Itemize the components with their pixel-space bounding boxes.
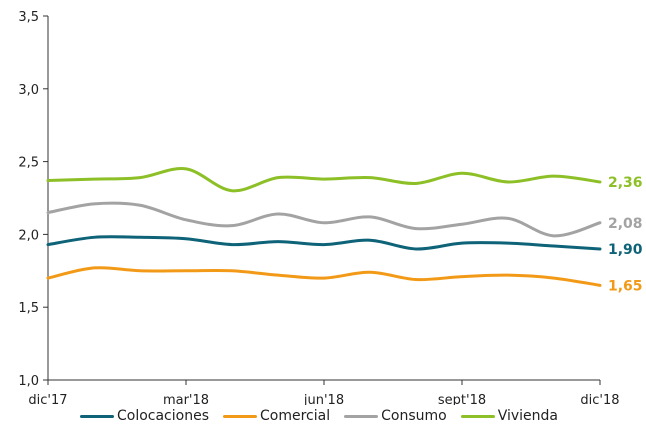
x-tick-label: jun'18 [303,393,344,405]
legend-swatch-vivienda [460,414,495,418]
series-line-vivienda [46,167,602,193]
end-label-consumo: 2,08 [608,216,643,232]
legend-item-comercial: Comercial [223,408,330,424]
legend-label-colocaciones: Colocaciones [116,408,209,424]
y-axis-ticks: 1,0 1,5 2,0 2,5 3,0 3,5 [18,10,48,389]
line-chart: 1,0 1,5 2,0 2,5 3,0 3,5 dic'17 mar'18 jun'18 sep… [18,10,643,405]
legend-swatch-comercial [223,414,257,418]
y-tick-label: 3,5 [18,10,39,25]
series-line-comercial [46,266,602,287]
end-label-vivienda: 2,36 [608,175,643,191]
legend-item-vivienda: Vivienda [460,408,558,424]
legend-swatch-colocaciones [79,414,114,418]
legend-item-consumo: Consumo [344,408,447,424]
x-tick-label: dic'17 [28,393,67,405]
x-axis-ticks: dic'17 mar'18 jun'18 sept'18 dic'18 [28,380,620,405]
y-tick-label: 3,0 [18,83,39,98]
legend-label-consumo: Consumo [381,408,447,424]
end-labels: 1,90 1,65 2,08 2,36 [608,175,643,294]
legend-label-vivienda: Vivienda [497,408,558,424]
legend-label-comercial: Comercial [260,408,331,424]
legend-swatch-consumo [344,414,379,418]
y-tick-label: 1,5 [18,301,39,316]
y-tick-label: 1,0 [18,374,39,389]
x-tick-label: sept'18 [438,393,486,405]
series-lines [46,167,602,287]
y-tick-label: 2,5 [18,156,39,171]
series-line-colocaciones [46,235,602,251]
series-line-consumo [46,201,602,238]
x-tick-label: dic'18 [580,393,619,405]
legend: Colocaciones Comercial Consumo Vivienda [0,406,646,426]
end-label-comercial: 1,65 [608,278,643,294]
x-tick-label: mar'18 [163,393,209,405]
y-tick-label: 2,0 [18,228,39,243]
end-label-colocaciones: 1,90 [608,242,643,258]
legend-item-colocaciones: Colocaciones [79,408,209,424]
